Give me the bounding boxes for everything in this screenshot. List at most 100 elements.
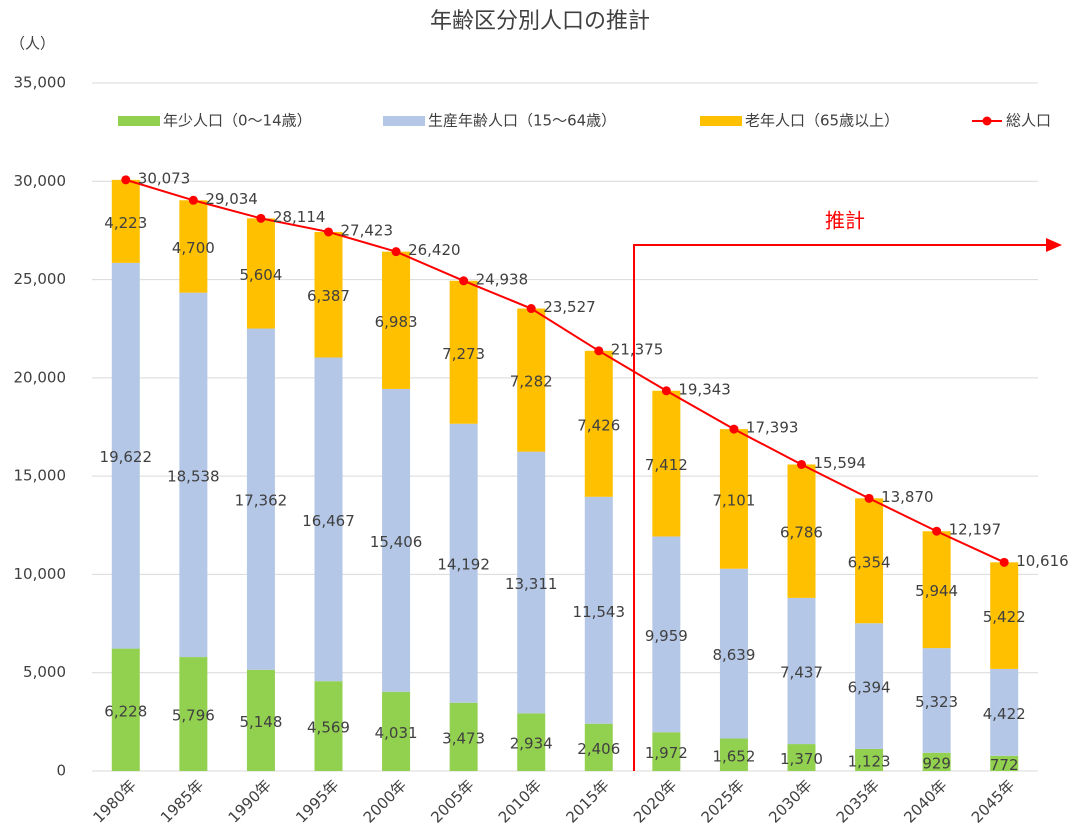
chart-title: 年齢区分別人口の推計 [430, 9, 650, 34]
data-label: 4,422 [983, 705, 1026, 723]
data-label: 7,412 [645, 456, 688, 474]
x-tick-label: 1980年 [89, 776, 139, 826]
y-tick-label: 25,000 [14, 270, 67, 288]
line-marker [797, 459, 806, 469]
data-label: 1,972 [645, 744, 688, 762]
line-marker [864, 493, 874, 503]
bar-segment [855, 623, 884, 749]
line-marker [459, 276, 469, 286]
data-label: 26,420 [408, 241, 461, 259]
line-marker [256, 213, 266, 223]
data-label: 18,538 [167, 467, 220, 485]
y-tick-label: 30,000 [14, 172, 67, 190]
data-label: 16,467 [302, 512, 355, 530]
data-label: 2,934 [510, 735, 553, 753]
data-label: 5,944 [915, 582, 958, 600]
bar-segment [382, 388, 411, 692]
data-label: 6,354 [848, 553, 891, 571]
bar-segment [787, 597, 816, 745]
data-label: 4,223 [104, 214, 147, 232]
x-tick-label: 2040年 [900, 776, 950, 826]
data-label: 9,959 [645, 627, 688, 645]
data-label: 929 [922, 754, 951, 772]
bar-segment [990, 755, 1019, 771]
x-tick-label: 1990年 [225, 776, 275, 826]
bar-segment [246, 218, 275, 329]
data-label: 24,938 [476, 270, 528, 288]
data-label: 14,192 [437, 556, 490, 574]
y-tick-label: 10,000 [14, 565, 67, 583]
data-label: 4,700 [172, 239, 215, 257]
bar-segment [584, 496, 613, 724]
data-label: 5,422 [983, 608, 1026, 626]
bar-segment [855, 498, 884, 624]
x-tick-label: 2045年 [968, 776, 1018, 826]
bar-segment [449, 280, 478, 424]
data-label: 28,114 [273, 208, 326, 226]
x-tick-label: 2005年 [427, 776, 477, 826]
plot: 1980年 1985年 1990年 1995年 2000年 2005年 2010年 2015年… [89, 169, 1068, 826]
data-label: 1,652 [712, 747, 755, 765]
bar-segment [517, 451, 546, 714]
data-label: 29,034 [205, 190, 258, 208]
data-label: 13,870 [881, 488, 934, 506]
data-label: 21,375 [611, 340, 664, 358]
y-tick-label: 15,000 [14, 467, 67, 485]
x-tick-label: 1995年 [292, 776, 342, 826]
legend-label: 老年人口（65歳以上） [745, 112, 899, 130]
data-label: 17,362 [235, 492, 288, 510]
line-marker [594, 346, 604, 356]
bar-segment [584, 350, 613, 497]
bar-segment [111, 262, 140, 649]
bar-segment [382, 691, 411, 771]
data-label: 5,148 [239, 713, 282, 731]
bar-segment [517, 308, 546, 452]
x-tick-label: 1985年 [157, 776, 207, 826]
data-label: 27,423 [341, 221, 394, 239]
data-label: 10,616 [1016, 552, 1069, 570]
x-tick-label: 2000年 [360, 776, 410, 826]
data-label: 30,073 [138, 169, 191, 187]
data-label: 4,569 [307, 719, 350, 737]
bar-segment [111, 179, 140, 263]
x-tick-label: 2025年 [698, 776, 748, 826]
line-marker [391, 247, 401, 257]
bar-segment [314, 357, 343, 682]
legend-swatch [383, 116, 425, 126]
bar-segment [922, 752, 951, 771]
annotation: 推計 [825, 209, 865, 233]
line-marker [121, 175, 131, 185]
bar-segment [719, 738, 748, 771]
line-marker [932, 526, 942, 536]
x-tick-label: 2010年 [495, 776, 545, 826]
bar-segment [246, 328, 275, 670]
data-label: 23,527 [543, 298, 596, 316]
x-tick-label: 2030年 [765, 776, 815, 826]
legend-label: 年少人口（0～14歳） [163, 112, 312, 130]
bar-segment [449, 423, 478, 703]
legend-label: 総人口 [1006, 112, 1051, 130]
data-label: 6,786 [780, 524, 823, 542]
legend-swatch [118, 116, 160, 126]
data-label: 13,311 [505, 575, 558, 593]
bar-segment [787, 464, 816, 598]
data-label: 7,426 [577, 416, 620, 434]
x-tick-label: 2035年 [833, 776, 883, 826]
x-tick-label: 2015年 [562, 776, 612, 826]
data-label: 8,639 [712, 646, 755, 664]
bar-segment [179, 292, 208, 658]
data-label: 772 [990, 756, 1019, 774]
data-label: 1,123 [848, 752, 891, 770]
bar-segment [517, 713, 546, 771]
data-label: 7,273 [442, 345, 485, 363]
data-label: 6,228 [104, 702, 147, 720]
bar-segment [314, 231, 343, 358]
data-label: 11,543 [573, 603, 626, 621]
bar-segment [246, 669, 275, 771]
bar-segment [922, 531, 951, 649]
total-line [125, 178, 1005, 564]
bar-segment [449, 702, 478, 771]
line-marker [526, 304, 536, 314]
y-axis-label: （人） [10, 35, 55, 53]
